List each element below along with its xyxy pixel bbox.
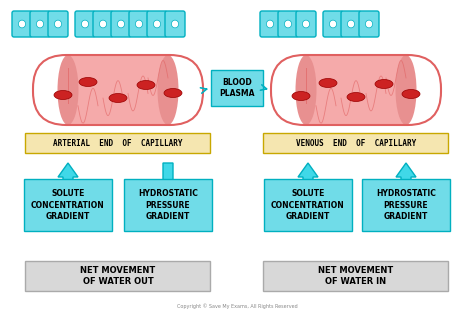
FancyBboxPatch shape	[111, 11, 131, 37]
Ellipse shape	[164, 89, 182, 98]
Bar	[306, 55, 406, 125]
FancyBboxPatch shape	[278, 11, 298, 37]
Ellipse shape	[395, 55, 417, 125]
FancyBboxPatch shape	[147, 11, 167, 37]
FancyBboxPatch shape	[48, 11, 68, 37]
FancyBboxPatch shape	[264, 133, 448, 153]
Text: HYDROSTATIC
PRESSURE
GRADIENT: HYDROSTATIC PRESSURE GRADIENT	[376, 189, 436, 221]
FancyBboxPatch shape	[260, 11, 280, 37]
Text: NET MOVEMENT
OF WATER IN: NET MOVEMENT OF WATER IN	[319, 266, 393, 286]
FancyBboxPatch shape	[359, 11, 379, 37]
Text: BLOOD
PLASMA: BLOOD PLASMA	[219, 78, 255, 98]
Text: ARTERIAL  END  OF  CAPILLARY: ARTERIAL END OF CAPILLARY	[53, 138, 183, 147]
Text: SOLUTE
CONCENTRATION
GRADIENT: SOLUTE CONCENTRATION GRADIENT	[271, 189, 345, 221]
Ellipse shape	[100, 20, 107, 28]
Ellipse shape	[347, 20, 355, 28]
Ellipse shape	[295, 55, 317, 125]
Ellipse shape	[172, 20, 179, 28]
Ellipse shape	[319, 79, 337, 88]
FancyBboxPatch shape	[30, 11, 50, 37]
FancyBboxPatch shape	[362, 179, 450, 231]
FancyBboxPatch shape	[341, 11, 361, 37]
FancyBboxPatch shape	[129, 11, 149, 37]
Polygon shape	[396, 163, 416, 230]
Ellipse shape	[402, 90, 420, 99]
FancyBboxPatch shape	[26, 261, 210, 291]
Ellipse shape	[79, 78, 97, 86]
Text: SOLUTE
CONCENTRATION
GRADIENT: SOLUTE CONCENTRATION GRADIENT	[31, 189, 105, 221]
Ellipse shape	[109, 94, 127, 102]
FancyBboxPatch shape	[211, 70, 263, 106]
Ellipse shape	[82, 20, 89, 28]
Ellipse shape	[266, 20, 273, 28]
Ellipse shape	[118, 20, 125, 28]
Ellipse shape	[365, 20, 373, 28]
Ellipse shape	[154, 20, 161, 28]
FancyBboxPatch shape	[124, 179, 212, 231]
Ellipse shape	[137, 80, 155, 90]
FancyBboxPatch shape	[264, 179, 352, 231]
Ellipse shape	[54, 90, 72, 100]
Text: Copyright © Save My Exams, All Rights Reserved: Copyright © Save My Exams, All Rights Re…	[177, 303, 297, 309]
Ellipse shape	[329, 20, 337, 28]
Ellipse shape	[375, 80, 393, 89]
Text: NET MOVEMENT
OF WATER OUT: NET MOVEMENT OF WATER OUT	[81, 266, 155, 286]
FancyBboxPatch shape	[93, 11, 113, 37]
Polygon shape	[158, 163, 178, 230]
FancyBboxPatch shape	[24, 179, 112, 231]
Ellipse shape	[57, 55, 79, 125]
Ellipse shape	[157, 55, 179, 125]
FancyBboxPatch shape	[75, 11, 95, 37]
FancyBboxPatch shape	[296, 11, 316, 37]
FancyBboxPatch shape	[165, 11, 185, 37]
Ellipse shape	[136, 20, 143, 28]
Text: VENOUS  END  OF  CAPILLARY: VENOUS END OF CAPILLARY	[296, 138, 416, 147]
FancyBboxPatch shape	[323, 11, 343, 37]
Ellipse shape	[36, 20, 44, 28]
Ellipse shape	[292, 91, 310, 100]
Polygon shape	[58, 163, 78, 230]
Ellipse shape	[302, 20, 310, 28]
FancyBboxPatch shape	[12, 11, 32, 37]
Polygon shape	[298, 163, 318, 230]
FancyBboxPatch shape	[26, 133, 210, 153]
Ellipse shape	[347, 93, 365, 101]
FancyBboxPatch shape	[264, 261, 448, 291]
Text: HYDROSTATIC
PRESSURE
GRADIENT: HYDROSTATIC PRESSURE GRADIENT	[138, 189, 198, 221]
Ellipse shape	[18, 20, 26, 28]
Ellipse shape	[55, 20, 62, 28]
Ellipse shape	[284, 20, 292, 28]
Bar	[68, 55, 168, 125]
